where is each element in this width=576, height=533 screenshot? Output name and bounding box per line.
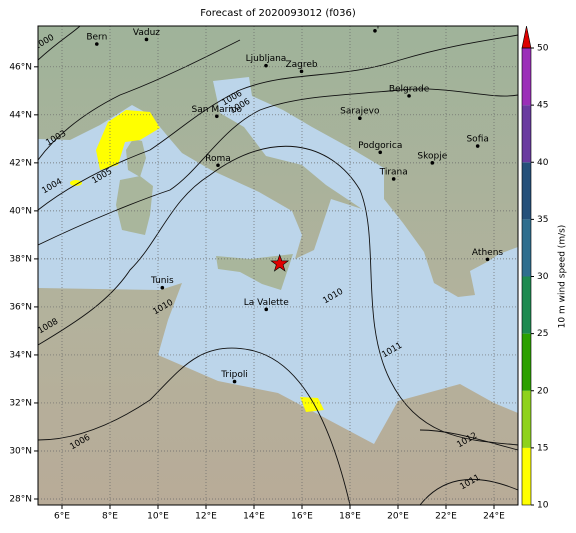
colorbar-tick-label: 15 bbox=[537, 443, 548, 453]
city-dot bbox=[95, 42, 99, 46]
colorbar-segment bbox=[522, 219, 531, 277]
y-tick-label: 34°N bbox=[9, 350, 32, 360]
isobar bbox=[38, 88, 518, 246]
city-label: Tripoli bbox=[220, 370, 248, 380]
city-dot bbox=[358, 116, 362, 120]
city-label: Tunis bbox=[150, 276, 174, 286]
y-tick-label: 36°N bbox=[9, 302, 32, 312]
isobar bbox=[38, 145, 518, 446]
city-label: La Valette bbox=[244, 298, 289, 308]
x-tick-label: 14°E bbox=[243, 512, 265, 522]
colorbar-tick-label: 40 bbox=[537, 158, 549, 168]
x-tick-label: 10°E bbox=[147, 512, 169, 522]
map-frame bbox=[37, 25, 519, 506]
city-label: San Marino bbox=[192, 105, 243, 115]
y-tick-label: 28°N bbox=[9, 494, 32, 504]
colorbar-tick-label: 10 bbox=[537, 501, 549, 511]
city-label: Vaduz bbox=[133, 28, 160, 38]
wind-area bbox=[96, 110, 160, 170]
city-dot bbox=[407, 94, 411, 98]
colorbar-extend bbox=[521, 25, 532, 49]
city-dot bbox=[485, 257, 490, 262]
x-tick-label: 16°E bbox=[291, 512, 313, 522]
colorbar-segment bbox=[522, 162, 531, 220]
city-dot bbox=[144, 37, 149, 42]
y-tick-label: 46°N bbox=[9, 62, 32, 72]
city-label: Sofia bbox=[466, 135, 488, 145]
colorbar-segment bbox=[522, 48, 531, 106]
sardinia bbox=[116, 176, 153, 235]
isobar bbox=[38, 347, 351, 505]
city-dot bbox=[430, 161, 435, 165]
wind-area bbox=[70, 180, 82, 186]
x-tick-label: 18°E bbox=[339, 512, 361, 522]
colorbar-label: 10 m wind speed (m/s) bbox=[558, 225, 568, 329]
city-dot bbox=[216, 163, 220, 168]
isobar bbox=[419, 429, 518, 451]
isobar bbox=[38, 39, 241, 161]
colorbar-tick-label: 45 bbox=[537, 101, 548, 111]
isobar bbox=[38, 26, 81, 61]
isobar bbox=[38, 34, 518, 211]
city-dot bbox=[160, 285, 165, 290]
colorbar-segment bbox=[522, 390, 531, 448]
colorbar-segment bbox=[522, 447, 531, 505]
city-dot bbox=[373, 29, 377, 33]
city-label: Sarajevo bbox=[340, 107, 380, 117]
city-label: Belgrade bbox=[389, 84, 430, 94]
y-tick-label: 42°N bbox=[9, 158, 32, 168]
city-dot bbox=[475, 144, 480, 148]
city-dot bbox=[378, 150, 383, 155]
x-tick-label: 24°E bbox=[483, 512, 505, 522]
y-tick-label: 30°N bbox=[9, 446, 32, 456]
city-dot bbox=[215, 114, 219, 119]
wind-area bbox=[300, 397, 324, 412]
colorbar-tick-label: 25 bbox=[537, 329, 548, 339]
city-label: Tirana bbox=[379, 167, 408, 177]
y-tick-label: 38°N bbox=[9, 254, 32, 264]
x-tick-label: 20°E bbox=[387, 512, 409, 522]
city-label: Zagreb bbox=[285, 60, 317, 70]
colorbar-tick-label: 20 bbox=[537, 386, 549, 396]
city-label: Athens bbox=[472, 248, 503, 258]
city-label: Roma bbox=[205, 154, 231, 164]
corsica bbox=[126, 139, 146, 177]
city-dot bbox=[299, 69, 304, 74]
city-dot bbox=[264, 63, 268, 68]
x-tick-label: 12°E bbox=[195, 512, 217, 522]
x-tick-label: 22°E bbox=[435, 512, 457, 522]
y-tick-label: 40°N bbox=[9, 206, 32, 216]
city-label: Podgorica bbox=[358, 141, 402, 151]
city-dot bbox=[232, 379, 237, 384]
colorbar-segment bbox=[522, 276, 531, 334]
city-dot bbox=[391, 177, 396, 181]
y-tick-label: 32°N bbox=[9, 398, 32, 408]
city-label: Skopje bbox=[417, 151, 447, 161]
title: Forecast of 2020093012 (f036) bbox=[200, 8, 356, 19]
city-dot bbox=[264, 307, 269, 312]
city-label: Budapest bbox=[354, 19, 397, 29]
x-tick-label: 8°E bbox=[102, 512, 118, 522]
colorbar-tick-label: 35 bbox=[537, 215, 548, 225]
colorbar-tick-label: 30 bbox=[537, 272, 549, 282]
isobar bbox=[419, 478, 518, 505]
event-marker bbox=[270, 253, 290, 272]
x-tick-label: 6°E bbox=[54, 512, 70, 522]
colorbar-segment bbox=[522, 333, 531, 391]
map-area: 1000100310041005100610081010101010111012… bbox=[38, 19, 518, 505]
city-label: Bern bbox=[86, 33, 107, 43]
y-tick-label: 44°N bbox=[9, 110, 32, 120]
colorbar-tick-label: 50 bbox=[537, 44, 549, 54]
colorbar-segment bbox=[522, 105, 531, 163]
colorbar: 10 15 20 25 30 35 40 45 50 10 m wind speed (m/s) bbox=[521, 25, 568, 511]
city-label: Ljubljana bbox=[246, 54, 287, 64]
